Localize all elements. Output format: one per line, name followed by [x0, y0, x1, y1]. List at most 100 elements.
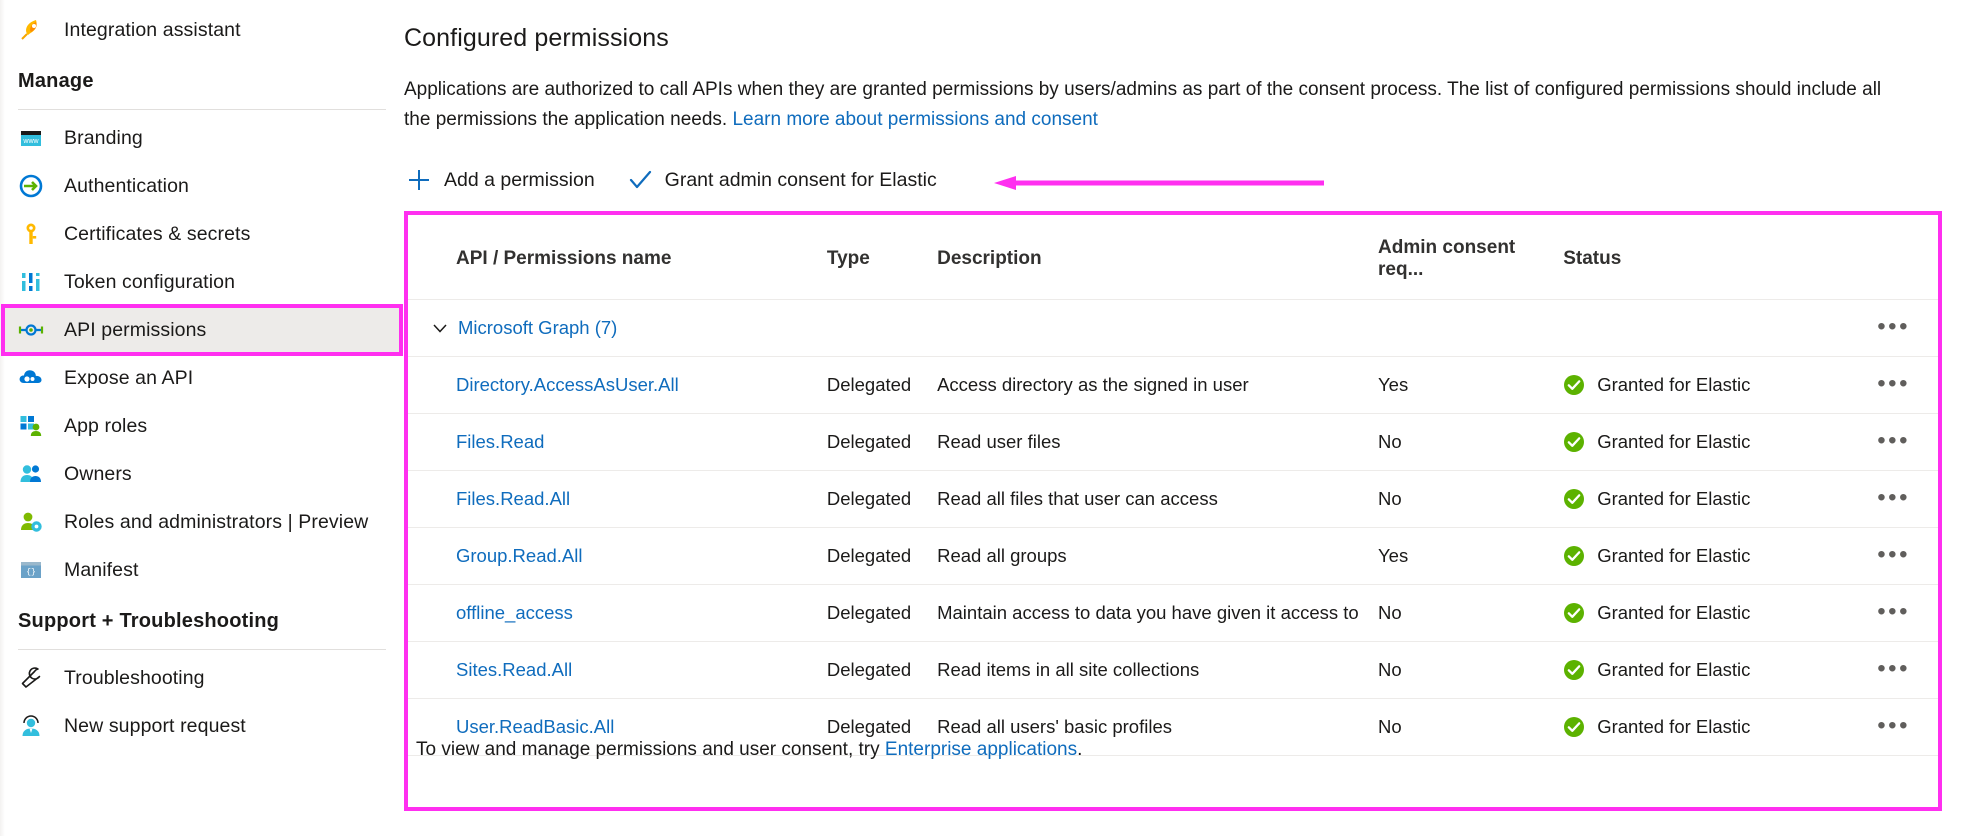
- sidebar-item-label: Troubleshooting: [64, 666, 205, 689]
- svg-text:{}: {}: [26, 568, 36, 577]
- ellipsis-icon[interactable]: •••: [1877, 427, 1910, 454]
- permission-name-cell: Files.Read: [408, 413, 827, 471]
- green-check-circle-icon: [1563, 659, 1585, 681]
- sidebar-item-app-roles[interactable]: App roles: [0, 402, 404, 450]
- permission-admin-consent-cell: No: [1378, 698, 1564, 756]
- permission-type-cell: Delegated: [826, 698, 938, 756]
- status-badge: Granted for Elastic: [1597, 488, 1751, 509]
- table-row[interactable]: Files.Read.All Delegated Read all files th…: [408, 470, 1938, 528]
- ellipsis-icon[interactable]: •••: [1877, 541, 1910, 568]
- column-header-admin-consent[interactable]: Admin consent req...: [1378, 215, 1564, 300]
- permission-name-link[interactable]: Files.Read: [456, 431, 545, 452]
- sidebar-item-label: Owners: [64, 462, 132, 485]
- sidebar-item-label: App roles: [64, 414, 148, 437]
- column-header-description[interactable]: Description: [937, 215, 1379, 300]
- status-badge: Granted for Elastic: [1597, 602, 1751, 623]
- sidebar-item-branding[interactable]: www Branding: [0, 114, 404, 162]
- annotation-arrow-icon: [994, 176, 1324, 190]
- sidebar-item-expose-an-api[interactable]: Expose an API: [0, 354, 404, 402]
- permission-admin-consent-cell: No: [1378, 413, 1564, 471]
- authentication-icon: [18, 173, 44, 199]
- sidebar-item-label: Manifest: [64, 558, 139, 581]
- table-row[interactable]: User.ReadBasic.All Delegated Read all user…: [408, 698, 1938, 756]
- sidebar-item-manifest[interactable]: {} Manifest: [0, 546, 404, 594]
- add-permission-label: Add a permission: [444, 168, 595, 191]
- permission-name-link[interactable]: Sites.Read.All: [456, 659, 573, 680]
- enterprise-applications-link[interactable]: Enterprise applications: [884, 739, 1078, 760]
- ellipsis-icon[interactable]: •••: [1877, 484, 1910, 511]
- sidebar-section-divider: [18, 109, 386, 110]
- column-header-type[interactable]: Type: [826, 215, 938, 300]
- permission-name-cell: Sites.Read.All: [408, 641, 827, 699]
- table-row[interactable]: Group.Read.All Delegated Read all groups Ye…: [408, 527, 1938, 585]
- grant-admin-consent-label: Grant admin consent for Elastic: [664, 168, 937, 191]
- table-row[interactable]: Files.Read Delegated Read user files No Gran…: [408, 413, 1938, 471]
- permission-description-cell: Read all groups: [937, 527, 1379, 585]
- permission-status-cell: Granted for Elastic: [1563, 527, 1839, 585]
- sidebar-item-roles-and-administrators-preview[interactable]: Roles and administrators | Preview: [0, 498, 404, 546]
- group-name-cell: Microsoft Graph (7): [408, 299, 1839, 357]
- footer-note-text: To view and manage permissions and user …: [416, 739, 885, 760]
- permission-admin-consent-cell: Yes: [1378, 356, 1564, 414]
- sidebar-section-divider: [18, 649, 386, 650]
- permission-name-link[interactable]: Files.Read.All: [456, 488, 571, 509]
- group-link-microsoft-graph[interactable]: Microsoft Graph (7): [458, 317, 618, 338]
- sidebar-item-label: Certificates & secrets: [64, 222, 251, 245]
- permission-type-cell: Delegated: [826, 413, 938, 471]
- permission-admin-consent-cell: No: [1378, 641, 1564, 699]
- ellipsis-icon[interactable]: •••: [1877, 712, 1910, 739]
- roles-admin-icon: [18, 509, 44, 535]
- chevron-down-icon[interactable]: [430, 318, 450, 338]
- sidebar-item-label: Expose an API: [64, 366, 194, 389]
- sidebar-section-title: Manage: [18, 70, 94, 92]
- owners-icon: [18, 461, 44, 487]
- permission-name-cell: offline_access: [408, 584, 827, 642]
- svg-text:www: www: [22, 138, 39, 145]
- permission-name-link[interactable]: User.ReadBasic.All: [456, 716, 615, 737]
- permission-status-cell: Granted for Elastic: [1563, 356, 1839, 414]
- permission-description-cell: Maintain access to data you have given i…: [937, 584, 1379, 642]
- permission-status-cell: Granted for Elastic: [1563, 470, 1839, 528]
- ellipsis-icon[interactable]: •••: [1877, 313, 1910, 340]
- sidebar-item-owners[interactable]: Owners: [0, 450, 404, 498]
- permission-status-cell: Granted for Elastic: [1563, 698, 1839, 756]
- permission-name-link[interactable]: offline_access: [456, 602, 573, 623]
- sidebar-item-troubleshooting[interactable]: Troubleshooting: [0, 654, 404, 702]
- sidebar-section-header: Support + Troubleshooting: [0, 594, 404, 639]
- add-permission-button[interactable]: Add a permission: [404, 161, 595, 199]
- permission-status-cell: Granted for Elastic: [1563, 584, 1839, 642]
- support-agent-icon: [18, 713, 44, 739]
- permission-name-link[interactable]: Group.Read.All: [456, 545, 583, 566]
- enterprise-applications-note: To view and manage permissions and user …: [416, 739, 1082, 761]
- sidebar-item-integration-assistant[interactable]: Integration assistant: [0, 6, 404, 54]
- column-header-api-permissions-name[interactable]: API / Permissions name: [408, 215, 827, 300]
- permission-name-link[interactable]: Directory.AccessAsUser.All: [456, 374, 679, 395]
- column-header-status[interactable]: Status: [1563, 215, 1839, 300]
- permission-description-cell: Read items in all site collections: [937, 641, 1379, 699]
- row-actions-cell: •••: [1838, 413, 1938, 471]
- status-badge: Granted for Elastic: [1597, 374, 1751, 395]
- ellipsis-icon[interactable]: •••: [1877, 598, 1910, 625]
- learn-more-permissions-link[interactable]: Learn more about permissions and consent: [732, 109, 1098, 130]
- sidebar-item-certificates-secrets[interactable]: Certificates & secrets: [0, 210, 404, 258]
- sidebar-item-api-permissions[interactable]: API permissions: [1, 304, 403, 356]
- configured-permissions-table: API / Permissions name Type Description …: [408, 215, 1938, 756]
- grant-admin-consent-button[interactable]: Grant admin consent for Elastic: [625, 161, 937, 199]
- sidebar-item-new-support-request[interactable]: New support request: [0, 702, 404, 750]
- table-row[interactable]: Directory.AccessAsUser.All Delegated Acces…: [408, 356, 1938, 414]
- permission-type-cell: Delegated: [826, 527, 938, 585]
- ellipsis-icon[interactable]: •••: [1877, 655, 1910, 682]
- permission-type-cell: Delegated: [826, 584, 938, 642]
- table-row[interactable]: offline_access Delegated Maintain access t…: [408, 584, 1938, 642]
- sidebar-item-token-configuration[interactable]: Token configuration: [0, 258, 404, 306]
- table-group-row-microsoft-graph[interactable]: Microsoft Graph (7) •••: [408, 299, 1938, 357]
- green-check-circle-icon: [1563, 374, 1585, 396]
- permission-name-cell: User.ReadBasic.All: [408, 698, 827, 756]
- row-actions-cell: •••: [1838, 584, 1938, 642]
- permission-description-cell: Read all users' basic profiles: [937, 698, 1379, 756]
- table-row[interactable]: Sites.Read.All Delegated Read items in all…: [408, 641, 1938, 699]
- ellipsis-icon[interactable]: •••: [1877, 370, 1910, 397]
- sidebar-item-authentication[interactable]: Authentication: [0, 162, 404, 210]
- branding-icon: www: [18, 125, 44, 151]
